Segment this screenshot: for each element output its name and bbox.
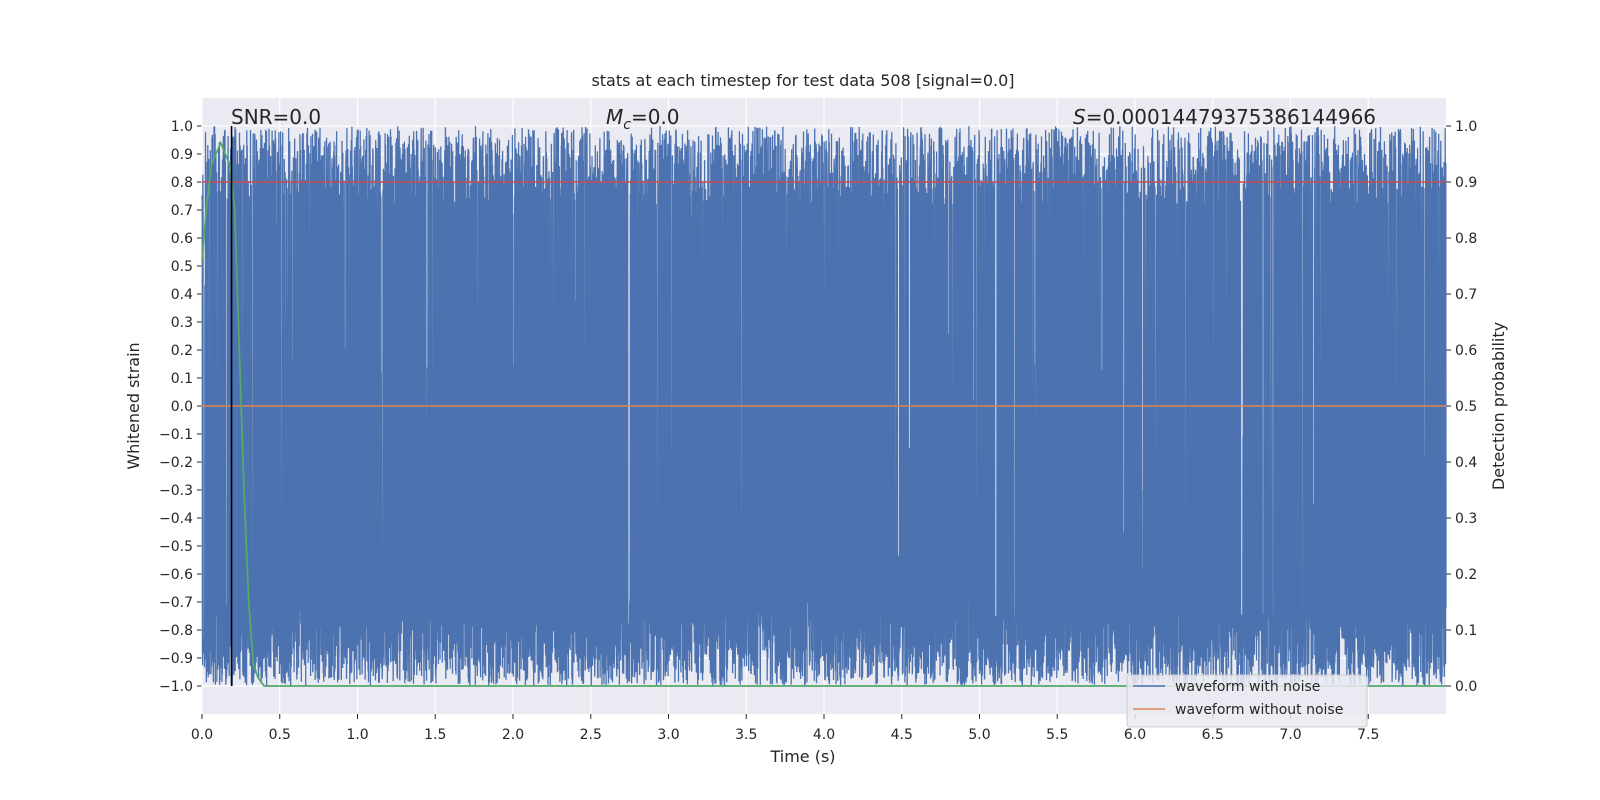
y-right-tick-label: 0.4: [1455, 455, 1477, 471]
y-left-tick-label: −0.7: [159, 595, 193, 611]
y-left-tick-label: 0.6: [171, 231, 193, 247]
y-right-tick-label: 0.7: [1455, 287, 1477, 303]
x-tick-label: 3.5: [735, 727, 757, 743]
y-axis-left-label: Whitened strain: [124, 342, 143, 469]
series-detection-probability: [201, 140, 1446, 687]
x-tick-label: 2.0: [502, 727, 524, 743]
x-tick-label: 3.0: [657, 727, 679, 743]
s-value: =0.00014479375386144966: [1086, 105, 1376, 129]
y-left-tick-label: 1.0: [171, 119, 193, 135]
x-tick-label: 1.5: [424, 727, 446, 743]
y-left-tick-label: −0.2: [159, 455, 193, 471]
y-left-tick-label: −0.3: [159, 483, 193, 499]
y-right-tick-label: 0.1: [1455, 623, 1477, 639]
y-left-tick-label: 0.4: [171, 287, 193, 303]
x-tick-label: 7.5: [1357, 727, 1379, 743]
y-right-tick-label: 0.5: [1455, 399, 1477, 415]
y-left-tick-label: 0.3: [171, 315, 193, 331]
y-right-tick-label: 0.0: [1455, 679, 1477, 695]
y-right-tick-label: 0.3: [1455, 511, 1477, 527]
chart-title: stats at each timestep for test data 508…: [591, 71, 1014, 90]
y-left-tick-label: 0.5: [171, 259, 193, 275]
legend-box: [1126, 674, 1368, 728]
x-tick-label: 5.0: [968, 727, 990, 743]
x-tick-label: 2.5: [580, 727, 602, 743]
s-annotation: S=0.00014479375386144966: [1073, 105, 1376, 129]
y-left-tick-label: 0.2: [171, 343, 193, 359]
mc-annotation: Mc=0.0: [606, 105, 680, 133]
s-symbol: S: [1073, 105, 1086, 129]
y-right-tick-label: 0.2: [1455, 567, 1477, 583]
y-left-tick-label: −0.6: [159, 567, 193, 583]
legend-label-with-noise: waveform with noise: [1175, 679, 1320, 695]
mc-subscript: c: [623, 117, 631, 133]
y-left-tick-label: −0.5: [159, 539, 193, 555]
x-tick-label: 6.0: [1124, 727, 1146, 743]
mc-symbol: M: [606, 105, 623, 129]
x-tick-label: 6.5: [1202, 727, 1224, 743]
y-left-tick-label: 0.1: [171, 371, 193, 387]
y-right-tick-label: 0.6: [1455, 343, 1477, 359]
series-waveform-with-noise: [201, 125, 1447, 687]
y-left-tick-label: −1.0: [159, 679, 193, 695]
x-tick-label: 4.5: [891, 727, 913, 743]
y-left-tick-label: 0.0: [171, 399, 193, 415]
y-right-tick-label: 0.8: [1455, 231, 1477, 247]
y-right-tick-label: 0.9: [1455, 175, 1477, 191]
y-axis-right-label: Detection probability: [1489, 322, 1508, 490]
y-left-tick-label: 0.9: [171, 147, 193, 163]
y-left-tick-label: 0.7: [171, 203, 193, 219]
x-tick-label: 7.0: [1279, 727, 1301, 743]
x-tick-label: 4.0: [813, 727, 835, 743]
x-axis-label: Time (s): [769, 747, 835, 766]
snr-annotation: SNR=0.0: [231, 105, 321, 129]
y-left-tick-label: 0.8: [171, 175, 193, 191]
x-tick-label: 0.0: [191, 727, 213, 743]
x-tick-label: 5.5: [1046, 727, 1068, 743]
x-tick-label: 0.5: [269, 727, 291, 743]
y-left-tick-label: −0.4: [159, 511, 193, 527]
mc-value: =0.0: [631, 105, 680, 129]
y-left-tick-label: −0.1: [159, 427, 193, 443]
y-left-tick-label: −0.8: [159, 623, 193, 639]
plot-area: 1.0 0.9 0.8 0.7 0.6 0.5 0.4 0.3 0.2 0.1 0.0 −0.1 −0.…: [159, 98, 1477, 743]
y-right-tick-label: 1.0: [1455, 119, 1477, 135]
y-left-tick-label: −0.9: [159, 651, 193, 667]
legend: waveform with noise waveform without noi…: [1126, 674, 1368, 728]
x-tick-label: 1.0: [346, 727, 368, 743]
legend-label-without-noise: waveform without noise: [1175, 702, 1343, 718]
